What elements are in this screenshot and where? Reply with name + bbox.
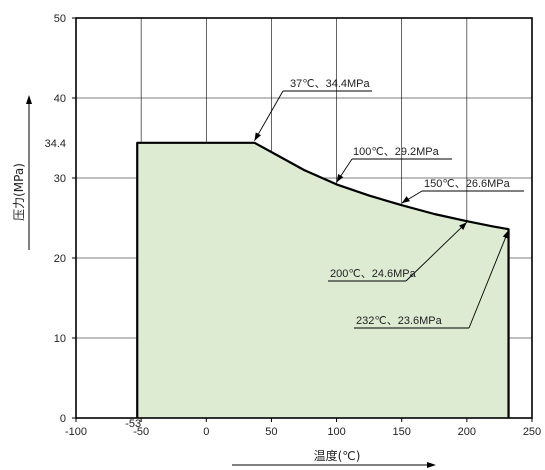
plot-frame <box>75 17 533 419</box>
annotation-label-0: 37℃、34.4MPa <box>290 78 370 90</box>
x-tick-label-0: -100 <box>65 426 87 438</box>
annotation-arrowhead-3 <box>459 222 467 230</box>
x-axis-label: 温度(℃) <box>314 448 361 463</box>
x-tick-label-7: 250 <box>523 426 541 438</box>
x-tick-label-4: 100 <box>327 426 345 438</box>
y-tick-label-5: 50 <box>54 13 66 25</box>
y-tick-label-4: 40 <box>54 93 66 105</box>
annotation-leader-0 <box>254 90 284 142</box>
tick-marks: -100 -50 0 50 100 150 200 250 0 10 20 30 40 50 -53 34.4 <box>45 13 542 438</box>
annotation-label-2: 150℃、26.6MPa <box>424 178 511 190</box>
x-tick-label-extra: -53 <box>125 418 141 430</box>
annotation-label-1: 100℃、29.2MPa <box>353 146 440 158</box>
annotation-label-4: 232℃、23.6MPa <box>356 315 443 327</box>
annotation-arrowhead-2 <box>401 196 410 204</box>
annotation-arrowhead-1 <box>336 174 344 183</box>
annotation-leader-4 <box>468 230 509 329</box>
y-tick-label-1: 10 <box>54 333 66 345</box>
x-tick-label-1: -50 <box>133 426 149 438</box>
x-tick-label-5: 150 <box>393 426 411 438</box>
annotation-arrowhead-0 <box>254 132 261 141</box>
x-tick-label-2: 0 <box>203 426 209 438</box>
y-tick-label-0: 0 <box>60 413 66 425</box>
annotation-label-3: 200℃、24.6MPa <box>330 268 417 280</box>
x-tick-label-3: 50 <box>265 426 277 438</box>
y-tick-label-extra: 34.4 <box>45 138 66 150</box>
x-axis-arrow-head <box>427 462 436 468</box>
y-axis-arrow-head <box>26 95 32 104</box>
x-tick-label-6: 200 <box>458 426 476 438</box>
y-tick-label-2: 20 <box>54 253 66 265</box>
operating-region-outline <box>136 141 510 418</box>
annotation-leader-3 <box>405 221 468 282</box>
annotations: 37℃、34.4MPa 100℃、29.2MPa 150℃、26.6MPa 200℃、… <box>254 78 524 329</box>
operating-region-fill <box>137 142 509 419</box>
y-axis-label: 压力(MPa) <box>12 163 26 221</box>
annotation-arrowhead-4 <box>502 230 509 239</box>
y-tick-label-3: 30 <box>54 173 66 185</box>
